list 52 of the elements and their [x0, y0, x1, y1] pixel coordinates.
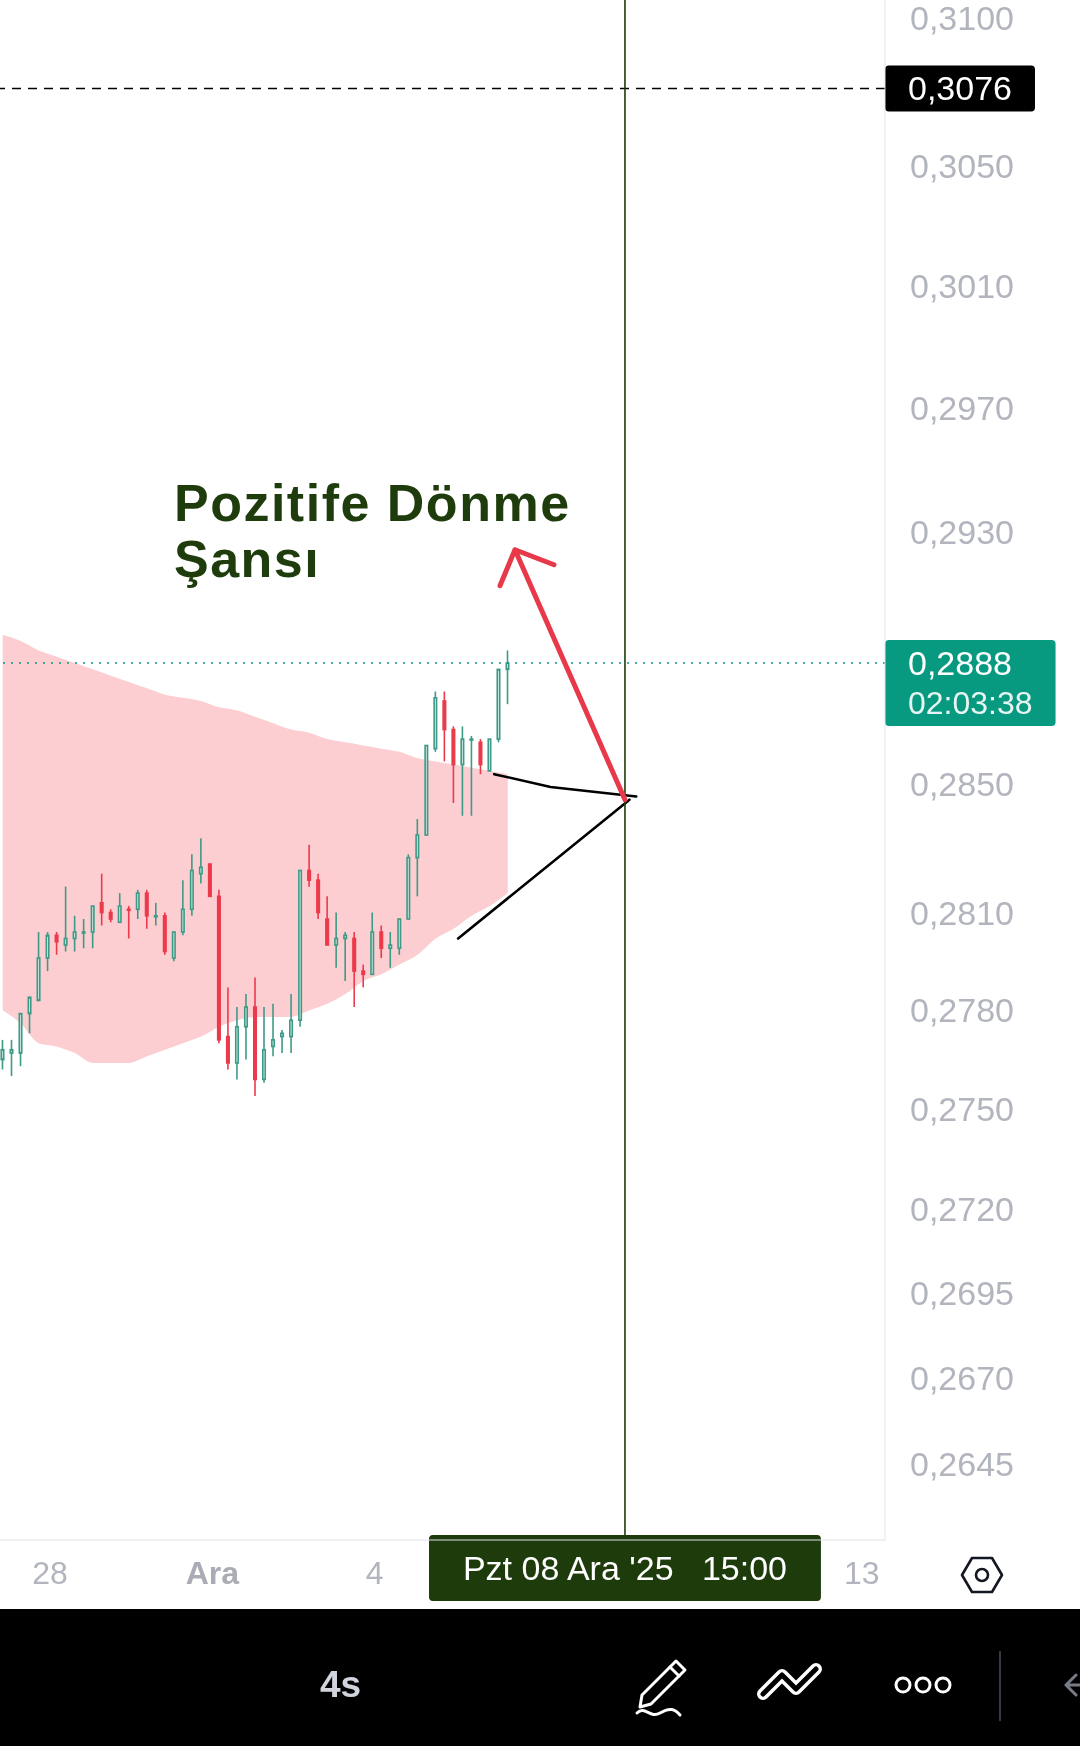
candlestick [334, 911, 339, 969]
y-tick-label: 0,2750 [910, 1090, 1014, 1129]
text: 02:03:38 [908, 685, 1033, 722]
ref-line-label: 0,2888 [908, 644, 1012, 683]
candlestick [343, 931, 348, 982]
candlestick [153, 902, 158, 927]
candlestick [144, 889, 149, 930]
candlestick [361, 963, 366, 989]
x-tick-label: 4 [365, 1555, 384, 1591]
candlestick [379, 924, 384, 959]
candlestick [478, 738, 483, 775]
candlestick [126, 905, 131, 940]
y-tick-label: 0,3100 [910, 0, 1014, 37]
y-tick-label: 0,3010 [910, 267, 1014, 306]
candlestick [99, 872, 104, 927]
y-tick-label: 0,2670 [910, 1359, 1014, 1398]
candlestick [27, 996, 32, 1035]
ref-line-label: Pzt 08 Ara '25 15:00 [462, 1549, 787, 1587]
candlestick [9, 1039, 14, 1077]
candlestick [388, 931, 393, 969]
candlestick [54, 931, 59, 956]
candlestick [280, 1029, 285, 1054]
candlestick [135, 889, 140, 920]
candlestick [469, 735, 474, 817]
candlestick [289, 993, 294, 1054]
annotation: Pozitife Dönme Şansı [173, 473, 572, 588]
y-tick-label: 0,2930 [910, 512, 1014, 551]
candlestick [72, 914, 77, 953]
candlestick [198, 837, 203, 885]
candlestick [45, 931, 50, 972]
candlestick [117, 892, 122, 924]
y-tick-label: 0,2850 [910, 764, 1014, 803]
x-tick-label: 28 [32, 1555, 68, 1591]
y-tick-label: 0,2645 [910, 1444, 1014, 1483]
candlestick [63, 885, 68, 953]
y-tick-label: 0,3050 [910, 146, 1014, 185]
candlestick [180, 879, 185, 937]
y-tick-label: 0,2970 [910, 388, 1014, 427]
y-tick-label: 0,2695 [910, 1274, 1014, 1313]
candlestick [415, 818, 420, 898]
y-tick-label: 0,2810 [910, 893, 1014, 932]
x-tick-label: 13 [843, 1555, 880, 1591]
y-tick-label: 0,2720 [910, 1190, 1014, 1229]
y-tick-label: 0,2780 [910, 991, 1014, 1030]
toolbar: 4s [0, 1609, 1080, 1746]
candlestick [505, 649, 510, 705]
candlestick [271, 1002, 276, 1058]
candlestick [81, 918, 86, 950]
candlestick [307, 843, 312, 888]
ref-line-label: 0,3076 [908, 69, 1012, 108]
x-tick-label: Ara [185, 1555, 240, 1591]
candlestick [243, 993, 248, 1061]
